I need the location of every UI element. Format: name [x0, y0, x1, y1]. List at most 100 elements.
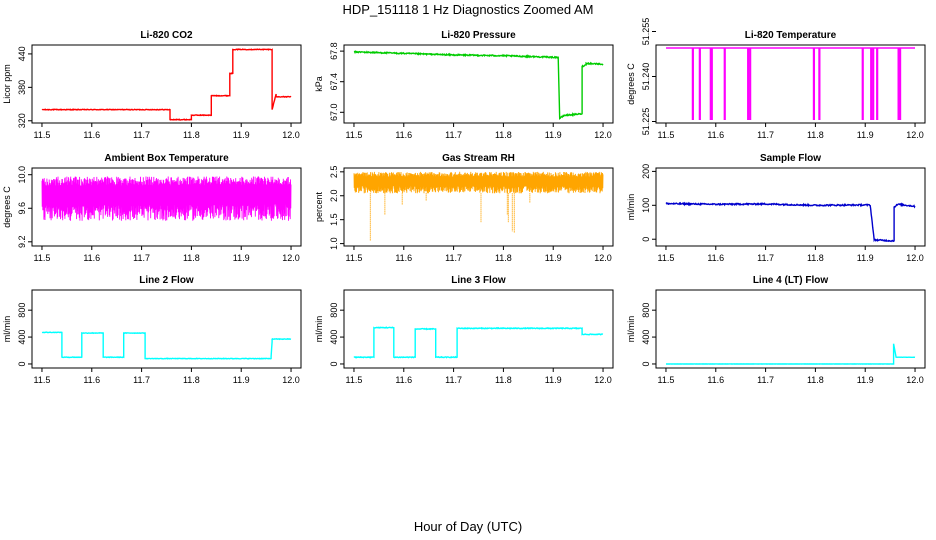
x-tick-label: 11.5 — [346, 130, 363, 140]
y-tick-label: 100 — [641, 198, 651, 213]
x-tick-label: 12.0 — [906, 375, 924, 385]
x-tick-label: 11.9 — [545, 130, 562, 140]
chart-panel: Ambient Box Temperature degrees C 11.5 11.6… — [2, 153, 302, 263]
plot-frame — [655, 44, 926, 124]
y-tick-label: 1.0 — [329, 237, 339, 250]
plot-frame — [343, 44, 614, 124]
x-tick-label: 11.8 — [495, 130, 512, 140]
x-tick-label: 11.8 — [183, 375, 200, 385]
x-tick-label: 11.7 — [757, 375, 774, 385]
chart-panel: Line 3 Flow ml/min 11.5 11.6 11.7 11.8 11.9 12.… — [314, 275, 614, 385]
figure-title: HDP_151118 1 Hz Diagnostics Zoomed AM — [343, 2, 594, 17]
x-tick-label: 11.7 — [445, 375, 462, 385]
x-tick-label: 11.7 — [757, 130, 774, 140]
chart-panel: Li-820 Temperature degrees C 11.5 11.6 11.7 1… — [626, 18, 926, 140]
x-tick-label: 11.5 — [34, 130, 51, 140]
x-tick-label: 11.7 — [445, 130, 462, 140]
series-group — [353, 171, 604, 242]
panel-title: Li-820 CO2 — [140, 30, 193, 41]
x-tick-label: 11.6 — [395, 375, 412, 385]
x-tick-label: 11.9 — [857, 375, 874, 385]
series-line — [41, 331, 292, 360]
x-tick-label: 11.9 — [545, 253, 562, 263]
y-tick-label: 800 — [329, 303, 339, 318]
series-group — [41, 331, 292, 360]
y-tick-label: 51.240 — [641, 63, 651, 91]
x-tick-label: 12.0 — [594, 375, 612, 385]
x-tick-label: 11.6 — [395, 130, 412, 140]
y-tick-label: 9.2 — [17, 236, 27, 249]
x-tick-label: 11.7 — [133, 375, 150, 385]
plot-frame — [31, 167, 302, 247]
y-tick-label: 0 — [329, 361, 339, 366]
y-tick-label: 800 — [641, 303, 651, 318]
y-tick-label: 440 — [17, 46, 27, 61]
y-tick-label: 380 — [17, 80, 27, 95]
plot-frame — [343, 167, 614, 247]
panel-title: Li-820 Temperature — [745, 30, 837, 41]
x-tick-label: 12.0 — [594, 253, 612, 263]
plot-frame — [655, 167, 926, 247]
panel-title: Line 2 Flow — [139, 275, 194, 286]
chart-panel: Gas Stream RH percent 11.5 11.6 11.7 11.8 11.9… — [314, 153, 614, 263]
x-tick-label: 11.6 — [707, 253, 724, 263]
series-line — [353, 171, 604, 194]
y-tick-label: 400 — [641, 330, 651, 345]
x-tick-label: 11.6 — [395, 253, 412, 263]
x-tick-label: 11.5 — [658, 375, 675, 385]
series-line — [665, 201, 916, 243]
y-tick-label: 51.255 — [641, 18, 651, 46]
x-tick-label: 12.0 — [906, 253, 924, 263]
y-axis-label: percent — [314, 191, 324, 222]
x-tick-label: 11.7 — [133, 130, 150, 140]
panel-title: Line 4 (LT) Flow — [753, 275, 829, 286]
series-line — [41, 176, 292, 221]
x-tick-label: 11.6 — [83, 130, 100, 140]
x-tick-label: 11.8 — [807, 253, 824, 263]
y-tick-label: 51.225 — [641, 108, 651, 136]
series-group — [41, 176, 292, 221]
panel-grid: Li-820 CO2 Licor ppm 11.5 11.6 11.7 11.8 11.9 1… — [2, 18, 926, 385]
y-tick-label: 0 — [641, 361, 651, 366]
y-axis-label: ml/min — [2, 316, 12, 343]
x-tick-label: 11.7 — [445, 253, 462, 263]
x-tick-label: 12.0 — [594, 130, 612, 140]
y-tick-label: 2.5 — [329, 166, 339, 179]
y-tick-label: 67.4 — [329, 73, 339, 91]
y-tick-label: 800 — [17, 303, 27, 318]
x-tick-label: 11.9 — [233, 130, 250, 140]
x-tick-label: 11.9 — [233, 253, 250, 263]
x-tick-label: 11.6 — [707, 375, 724, 385]
x-tick-label: 12.0 — [282, 130, 300, 140]
chart-panel: Line 2 Flow ml/min 11.5 11.6 11.7 11.8 11.9 12.… — [2, 275, 302, 385]
x-tick-label: 11.9 — [857, 253, 874, 263]
series-line — [666, 343, 916, 365]
x-tick-label: 11.9 — [545, 375, 562, 385]
x-tick-label: 11.7 — [757, 253, 774, 263]
series-group — [41, 48, 292, 121]
x-tick-label: 11.5 — [346, 253, 363, 263]
y-tick-label: 67.8 — [329, 42, 339, 60]
series-line — [353, 50, 604, 120]
y-tick-label: 9.6 — [17, 202, 27, 215]
plot-frame — [343, 289, 614, 369]
x-tick-label: 12.0 — [282, 253, 300, 263]
x-tick-label: 12.0 — [282, 375, 300, 385]
chart-panel: Li-820 CO2 Licor ppm 11.5 11.6 11.7 11.8 11.9 1… — [2, 30, 302, 140]
panel-title: Gas Stream RH — [442, 153, 515, 164]
x-tick-label: 11.8 — [183, 253, 200, 263]
y-axis-label: ml/min — [626, 194, 636, 221]
x-tick-label: 11.8 — [495, 253, 512, 263]
x-tick-label: 11.9 — [857, 130, 874, 140]
x-tick-label: 11.8 — [807, 130, 824, 140]
x-tick-label: 11.6 — [83, 253, 100, 263]
y-axis-label: degrees C — [626, 63, 636, 105]
x-tick-label: 11.6 — [707, 130, 724, 140]
plot-frame — [655, 289, 926, 369]
x-tick-label: 11.5 — [658, 130, 675, 140]
panel-title: Li-820 Pressure — [441, 30, 516, 41]
plot-frame — [31, 44, 302, 124]
y-tick-label: 2.0 — [329, 189, 339, 202]
x-tick-label: 11.5 — [346, 375, 363, 385]
